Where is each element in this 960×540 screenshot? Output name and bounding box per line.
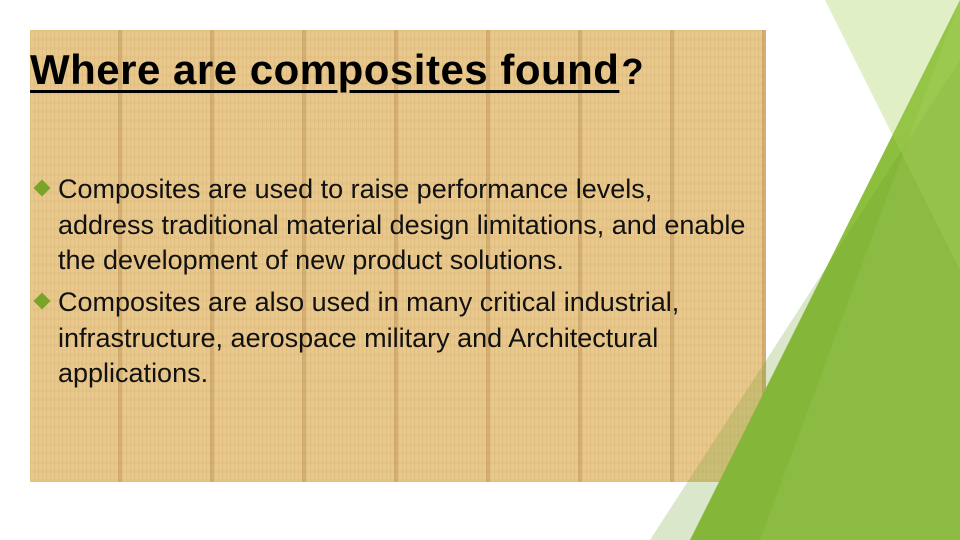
slide-body: Composites are used to raise performance… — [30, 172, 750, 398]
bullet-item: Composites are also used in many critica… — [30, 285, 750, 392]
slide-title-wrap: Where are composites found? — [30, 46, 730, 94]
slide-title-qmark: ? — [621, 51, 643, 92]
bullet-item: Composites are used to raise performance… — [30, 172, 750, 279]
slide-title: Where are composites found — [30, 46, 619, 93]
